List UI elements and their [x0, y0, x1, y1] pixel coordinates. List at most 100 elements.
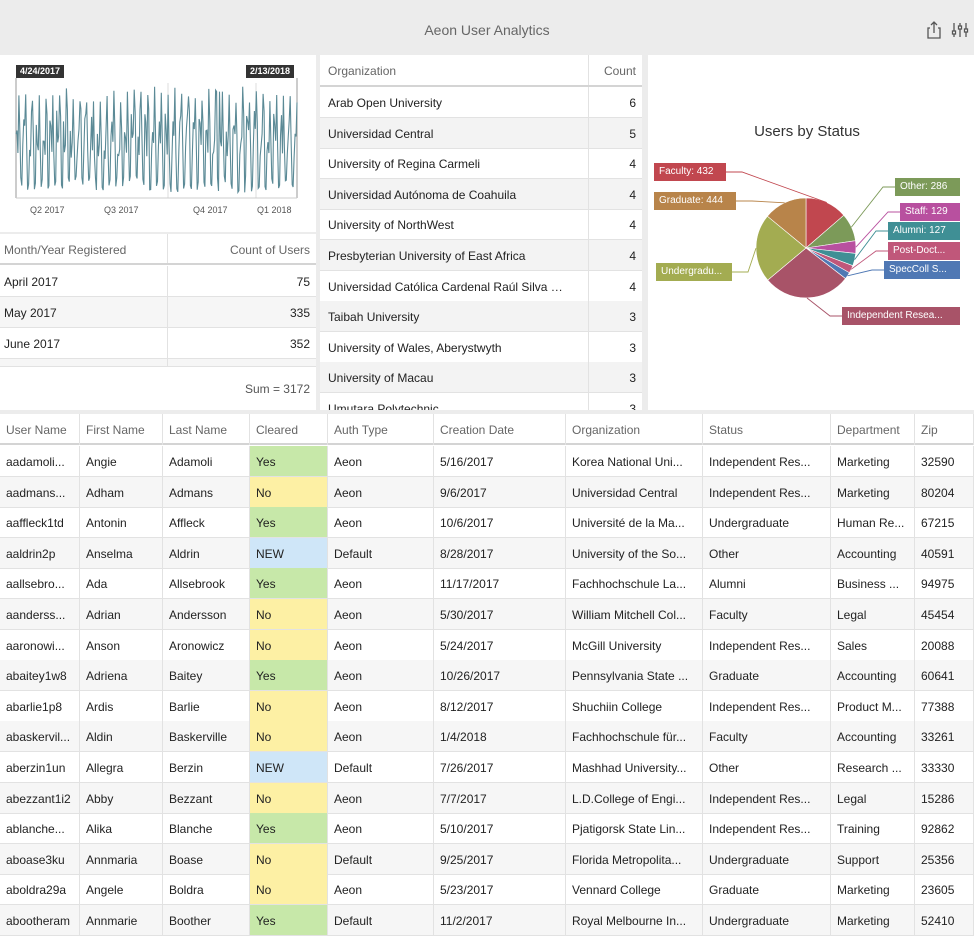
- grid-cell: 45454: [915, 599, 974, 629]
- table-row[interactable]: Taibah University 3: [320, 301, 642, 333]
- column-header[interactable]: User Name: [0, 414, 80, 445]
- month-cell: June 2017: [4, 337, 61, 351]
- grid-cell: Adham: [80, 476, 163, 507]
- grid-cell: 10/6/2017: [434, 507, 566, 538]
- pie-slice-label[interactable]: Independent Resea...: [842, 307, 960, 325]
- grid-cell: No: [250, 599, 328, 629]
- table-row[interactable]: abezzant1i2 Abby Bezzant No Aeon 7/7/2017 L.D.…: [0, 782, 974, 814]
- column-header[interactable]: Auth Type: [328, 414, 434, 445]
- timeline-start-flag[interactable]: 4/24/2017: [16, 65, 65, 78]
- table-row[interactable]: Umutara Polytechnic 3: [320, 393, 642, 410]
- table-row[interactable]: abarlie1p8 Ardis Barlie No Aeon 8/12/2017 Shuc…: [0, 690, 974, 722]
- timeline-chart[interactable]: 4/24/2017 2/13/2018 Q2 2017 Q3 2017 Q4 2…: [0, 55, 316, 232]
- table-row[interactable]: May 2017 335: [0, 297, 316, 328]
- column-header-month[interactable]: Month/Year Registered: [4, 243, 127, 257]
- share-icon[interactable]: [924, 20, 944, 40]
- column-header-count[interactable]: Count of Users: [229, 243, 310, 257]
- count-cell: 4: [629, 157, 636, 172]
- organization-cell: University of Macau: [328, 371, 434, 386]
- grid-cell: Independent Res...: [703, 446, 831, 476]
- organization-cell: Taibah University: [328, 310, 420, 325]
- table-row-partial: [0, 359, 316, 367]
- grid-cell: Abby: [80, 782, 163, 813]
- sliders-icon[interactable]: [950, 20, 970, 40]
- table-row[interactable]: University of Wales, Aberystwyth 3: [320, 331, 642, 363]
- table-row[interactable]: aaffleck1td Antonin Affleck Yes Aeon 10/6/201…: [0, 507, 974, 539]
- table-row[interactable]: Arab Open University 6: [320, 87, 642, 118]
- grid-cell: 5/30/2017: [434, 599, 566, 629]
- pie-leader-line: [850, 250, 888, 270]
- count-cell: 335: [289, 306, 310, 320]
- pie-slice-label[interactable]: Other: 286: [895, 178, 960, 196]
- grid-cell: No: [250, 721, 328, 752]
- table-row[interactable]: abootheram Annmarie Boother Yes Default 11/2/…: [0, 905, 974, 936]
- column-header-organization[interactable]: Organization: [328, 64, 397, 78]
- column-header[interactable]: First Name: [80, 414, 163, 445]
- grid-cell: No: [250, 690, 328, 721]
- column-header[interactable]: Status: [703, 414, 831, 445]
- column-header[interactable]: Organization: [566, 414, 703, 445]
- grid-cell: Antonin: [80, 507, 163, 538]
- table-row[interactable]: aadmans... Adham Admans No Aeon 9/6/2017 Unive…: [0, 476, 974, 508]
- pie-slice-label[interactable]: Undergradu...: [656, 263, 732, 281]
- pie-leader-line: [806, 297, 842, 317]
- grid-cell: Pjatigorsk State Lin...: [566, 813, 703, 844]
- pie-slice[interactable]: [767, 247, 846, 299]
- grid-cell: Vennard College: [566, 874, 703, 905]
- grid-cell: aboldra29a: [0, 874, 80, 905]
- table-row[interactable]: Universidad Autónoma de Coahuila 4: [320, 178, 642, 210]
- table-row[interactable]: University of Macau 3: [320, 362, 642, 394]
- table-row[interactable]: University of NorthWest 4: [320, 209, 642, 241]
- timeline-axis-label: Q3 2017: [104, 205, 139, 215]
- pie-slice-label[interactable]: Faculty: 432: [654, 163, 726, 181]
- column-header-count[interactable]: Count: [603, 64, 636, 78]
- grid-cell: 1/4/2018: [434, 721, 566, 752]
- pie-slice-label[interactable]: Graduate: 444: [654, 192, 736, 210]
- column-header[interactable]: Cleared: [250, 414, 328, 445]
- table-row[interactable]: aboase3ku Annmaria Boase No Default 9/25/2017…: [0, 843, 974, 875]
- column-header[interactable]: Department: [831, 414, 915, 445]
- grid-cell: 8/12/2017: [434, 690, 566, 721]
- table-row[interactable]: aallsebro... Ada Allsebrook Yes Aeon 11/17/20…: [0, 568, 974, 600]
- timeline-end-flag[interactable]: 2/13/2018: [246, 65, 295, 78]
- grid-cell: Accounting: [831, 721, 915, 752]
- table-row[interactable]: aberzin1un Allegra Berzin NEW Default 7/26/20…: [0, 752, 974, 783]
- table-row[interactable]: ablanche... Alika Blanche Yes Aeon 5/10/2017 P…: [0, 813, 974, 845]
- grid-cell: Product M...: [831, 690, 915, 721]
- pie-slice-label[interactable]: SpecColl S...: [884, 261, 960, 279]
- grid-cell: Boase: [163, 843, 250, 874]
- column-header[interactable]: Zip: [915, 414, 974, 445]
- grid-cell: Aeon: [328, 629, 434, 660]
- grid-cell: Other: [703, 537, 831, 568]
- table-row[interactable]: April 2017 75: [0, 266, 316, 297]
- table-row[interactable]: aanderss... Adrian Andersson No Aeon 5/30/201…: [0, 599, 974, 630]
- grid-cell: Boldra: [163, 874, 250, 905]
- grid-cell: Yes: [250, 813, 328, 844]
- table-row[interactable]: Universidad Central 5: [320, 117, 642, 149]
- table-row[interactable]: aaldrin2p Anselma Aldrin NEW Default 8/28/201…: [0, 537, 974, 569]
- column-header[interactable]: Last Name: [163, 414, 250, 445]
- pie-slice-label[interactable]: Staff: 129: [900, 203, 960, 221]
- grid-cell: Legal: [831, 782, 915, 813]
- column-header[interactable]: Creation Date: [434, 414, 566, 445]
- grid-cell: Undergraduate: [703, 507, 831, 538]
- pie-slice-label[interactable]: Post-Doct...: [888, 242, 960, 260]
- table-header: Month/Year Registered Count of Users: [0, 234, 316, 265]
- grid-cell: Faculty: [703, 721, 831, 752]
- table-row[interactable]: aaronowi... Anson Aronowicz No Aeon 5/24/2017…: [0, 629, 974, 661]
- table-row[interactable]: Universidad Católica Cardenal Raúl Silva…: [320, 270, 642, 302]
- table-row[interactable]: June 2017 352: [0, 328, 316, 359]
- pie-leader-line: [854, 230, 888, 260]
- grid-cell: Marketing: [831, 905, 915, 935]
- table-row[interactable]: University of Regina Carmeli 4: [320, 148, 642, 180]
- grid-cell: 9/6/2017: [434, 476, 566, 507]
- table-row[interactable]: abaskervil... Aldin Baskerville No Aeon 1/4/2…: [0, 721, 974, 753]
- grid-cell: Aeon: [328, 721, 434, 752]
- pie-slice-label[interactable]: Alumni: 127: [888, 222, 960, 240]
- table-row[interactable]: abaitey1w8 Adriena Baitey Yes Aeon 10/26/2017…: [0, 660, 974, 692]
- table-row[interactable]: aboldra29a Angele Boldra No Aeon 5/23/2017 Ven…: [0, 874, 974, 906]
- table-row[interactable]: aadamoli... Angie Adamoli Yes Aeon 5/16/2017 K…: [0, 446, 974, 477]
- count-cell: 3: [629, 402, 636, 410]
- grid-cell: 11/2/2017: [434, 905, 566, 935]
- table-row[interactable]: Presbyterian University of East Africa 4: [320, 240, 642, 271]
